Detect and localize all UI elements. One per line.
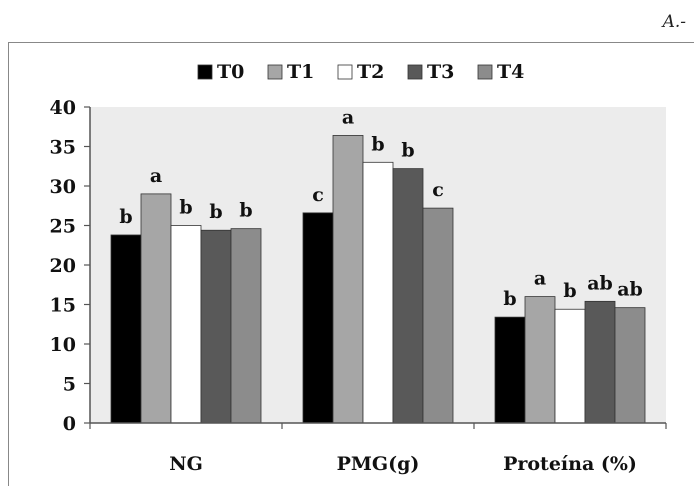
significance-letter: b — [179, 197, 192, 219]
legend-label: T1 — [287, 61, 314, 83]
significance-letter: b — [401, 140, 414, 162]
legend-item-t2: T2 — [337, 61, 384, 83]
x-axis: NG PMG(g) Proteína (%) — [89, 422, 667, 475]
significance-letter: b — [239, 200, 252, 222]
significance-letter: ab — [617, 279, 643, 301]
legend-swatch — [477, 64, 493, 80]
legend-swatch — [267, 64, 283, 80]
y-tick-label: 30 — [50, 176, 76, 198]
significance-letter: a — [534, 268, 546, 290]
significance-letter: b — [371, 133, 384, 155]
significance-letter: a — [342, 106, 354, 128]
y-tick-label: 5 — [63, 374, 76, 396]
legend: T0 T1 T2 T3 T4 — [197, 61, 524, 83]
legend-label: T4 — [497, 61, 524, 83]
bar-t0 — [494, 316, 526, 424]
legend-swatch — [337, 64, 353, 80]
bar-t1 — [332, 135, 364, 424]
bar-t4 — [230, 228, 262, 424]
bar-t3 — [392, 168, 424, 424]
bars — [110, 135, 646, 424]
significance-letter: b — [503, 288, 516, 310]
x-tick-label: PMG(g) — [337, 453, 420, 475]
legend-label: T3 — [427, 61, 454, 83]
legend-label: T0 — [217, 61, 244, 83]
y-tick-label: 40 — [50, 97, 76, 119]
bar-t3 — [584, 300, 616, 424]
legend-item-t1: T1 — [267, 61, 314, 83]
y-tick-label: 0 — [63, 413, 76, 435]
x-tick-label: NG — [169, 453, 203, 475]
y-tick-label: 20 — [50, 255, 76, 277]
bar-t1 — [524, 296, 556, 424]
bar-t3 — [200, 229, 232, 424]
bar-t4 — [614, 307, 646, 424]
significance-letter: b — [119, 206, 132, 228]
bar-t2 — [170, 225, 202, 424]
legend-item-t4: T4 — [477, 61, 524, 83]
bar-t1 — [140, 193, 172, 424]
y-tick-label: 35 — [50, 137, 76, 159]
significance-letter: b — [563, 280, 576, 302]
x-tick-label: Proteína (%) — [503, 453, 637, 475]
y-tick-label: 10 — [50, 334, 76, 356]
legend-item-t3: T3 — [407, 61, 454, 83]
y-tick-label: 25 — [50, 216, 76, 238]
bar-t2 — [554, 308, 586, 424]
significance-letter: c — [312, 184, 324, 206]
significance-letter: c — [432, 179, 444, 201]
panel-label: A.- — [662, 12, 686, 32]
bar-t0 — [302, 212, 334, 424]
y-axis: 0 5 10 15 20 25 30 35 40 — [50, 97, 91, 435]
bar-t4 — [422, 207, 454, 424]
significance-letter: ab — [587, 272, 613, 294]
legend-swatch — [197, 64, 213, 80]
bar-t2 — [362, 161, 394, 424]
bar-t0 — [110, 234, 142, 424]
chart-frame — [8, 42, 694, 486]
legend-swatch — [407, 64, 423, 80]
legend-label: T2 — [357, 61, 384, 83]
legend-item-t0: T0 — [197, 61, 244, 83]
significance-letter: b — [209, 201, 222, 223]
y-tick-label: 15 — [50, 295, 76, 317]
significance-letter: a — [150, 165, 162, 187]
